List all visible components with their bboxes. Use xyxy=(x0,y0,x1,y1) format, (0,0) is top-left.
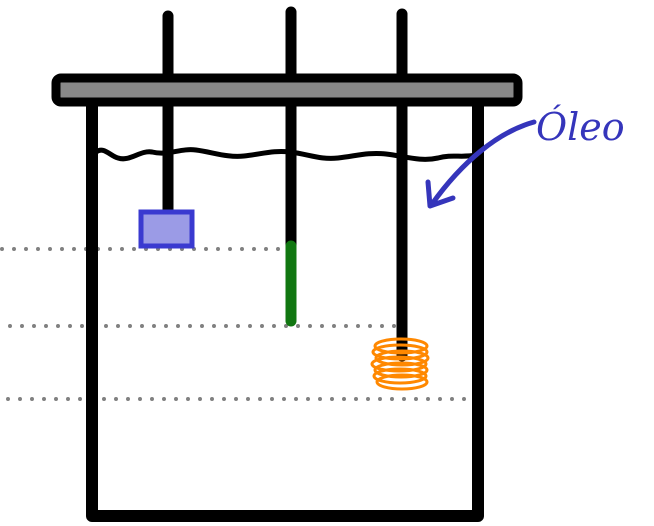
dotted-level-lines xyxy=(0,247,472,401)
immersed-block xyxy=(138,209,195,249)
oil-label: Óleo xyxy=(536,105,625,149)
arrow-head-icon xyxy=(425,179,456,209)
container-walls xyxy=(86,100,484,522)
arrow-icon xyxy=(429,119,537,207)
heating-coil xyxy=(370,337,430,391)
oil-surface-line xyxy=(93,147,479,162)
container-lid xyxy=(51,73,523,107)
